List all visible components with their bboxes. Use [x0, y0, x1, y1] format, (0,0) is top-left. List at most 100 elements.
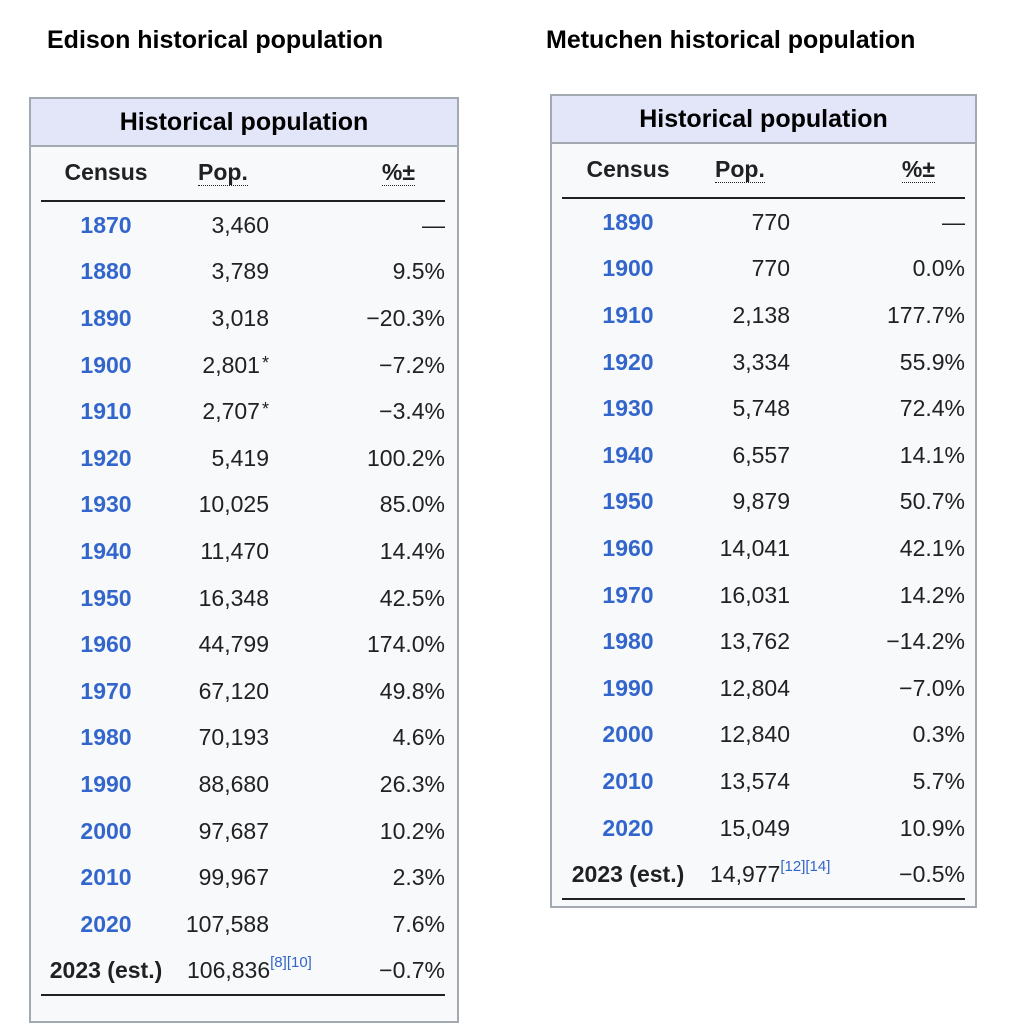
percent-change: 72.4% — [899, 395, 965, 422]
population-value: 2,801 * — [202, 351, 269, 378]
table-row: 2020 15,049 10.9% — [562, 805, 965, 852]
census-year-link[interactable]: 2000 — [80, 817, 132, 844]
population-value: 99,967 — [198, 864, 269, 891]
column-header-pct-change[interactable]: %± — [341, 145, 445, 202]
percent-change: 5.7% — [912, 767, 965, 794]
table-row: 2000 12,840 0.3% — [562, 712, 965, 759]
estimate-row: 2023 (est.) 14,977[12][14] −0.5% — [562, 851, 965, 900]
edison-table-body: 1870 3,460 — 1880 3,789 9.5% 1890 3,018 −20.3% 19… — [41, 202, 445, 997]
population-value: 3,334 — [732, 348, 790, 375]
census-year-link[interactable]: 1900 — [602, 255, 654, 282]
percent-change: 14.1% — [899, 441, 965, 468]
population-value: 67,120 — [198, 677, 269, 704]
percent-change: 0.0% — [912, 255, 965, 282]
table-row: 1920 5,419 100.2% — [41, 435, 445, 482]
percent-change: −7.0% — [899, 674, 965, 701]
population-value: 5,748 — [732, 395, 790, 422]
census-year-link[interactable]: 1910 — [602, 301, 654, 328]
table-row: 1930 5,748 72.4% — [562, 385, 965, 432]
percent-change: 14.2% — [899, 581, 965, 608]
percent-change: 14.4% — [379, 537, 445, 564]
table-row: 1970 67,120 49.8% — [41, 668, 445, 715]
census-year-link[interactable]: 1900 — [80, 351, 132, 378]
population-value: 97,687 — [198, 817, 269, 844]
census-year-link[interactable]: 1920 — [80, 444, 132, 471]
census-year-link[interactable]: 1960 — [602, 534, 654, 561]
census-year-link[interactable]: 1930 — [80, 491, 132, 518]
population-value: 14,041 — [719, 534, 790, 561]
census-year-link[interactable]: 1940 — [602, 441, 654, 468]
population-value: 3,789 — [211, 258, 269, 285]
column-header-pop[interactable]: Pop. — [171, 145, 341, 202]
table-row: 1920 3,334 55.9% — [562, 339, 965, 386]
column-header-census: Census — [562, 142, 694, 199]
table-row: 1940 6,557 14.1% — [562, 432, 965, 479]
percent-change: 10.2% — [379, 817, 445, 844]
percent-change: 49.8% — [379, 677, 445, 704]
percent-change: −0.7% — [341, 948, 445, 997]
table-row: 1980 13,762 −14.2% — [562, 618, 965, 665]
percent-change: 42.1% — [899, 534, 965, 561]
population-value: 12,804 — [719, 674, 790, 701]
population-value: 2,707 * — [202, 398, 269, 425]
percent-change: −20.3% — [366, 304, 445, 331]
estimate-row: 2023 (est.) 106,836[8][10] −0.7% — [41, 948, 445, 997]
census-year-link[interactable]: 1920 — [602, 348, 654, 375]
edison-population-box: Historical population Census Pop. %± 187… — [29, 97, 459, 1023]
census-year-link[interactable]: 1980 — [602, 628, 654, 655]
census-year-link[interactable]: 1910 — [80, 398, 132, 425]
census-year-link[interactable]: 1990 — [602, 674, 654, 701]
percent-change: 50.7% — [899, 488, 965, 515]
edison-box-title: Historical population — [31, 99, 457, 147]
population-value: 16,348 — [198, 584, 269, 611]
table-row: 1900 770 0.0% — [562, 246, 965, 293]
census-year-link[interactable]: 1950 — [80, 584, 132, 611]
table-row: 1900 2,801 * −7.2% — [41, 342, 445, 389]
table-row: 1890 770 — — [562, 199, 965, 246]
census-year-link[interactable]: 1890 — [80, 304, 132, 331]
table-row: 1990 12,804 −7.0% — [562, 665, 965, 712]
population-value: 44,799 — [198, 631, 269, 658]
census-year-link[interactable]: 1870 — [80, 211, 132, 238]
census-year-link[interactable]: 1940 — [80, 537, 132, 564]
census-year-link[interactable]: 2020 — [602, 814, 654, 841]
population-value: 12,840 — [719, 721, 790, 748]
reference-links[interactable]: [12][14] — [780, 858, 831, 876]
percent-change: 4.6% — [392, 724, 445, 751]
table-row: 1940 11,470 14.4% — [41, 528, 445, 575]
column-header-pct-change[interactable]: %± — [862, 142, 965, 199]
column-header-pop[interactable]: Pop. — [694, 142, 862, 199]
census-year-link[interactable]: 1960 — [80, 631, 132, 658]
table-row: 1870 3,460 — — [41, 202, 445, 249]
census-year-link[interactable]: 1970 — [602, 581, 654, 608]
population-value: 15,049 — [719, 814, 790, 841]
percent-change: — — [942, 208, 965, 235]
percent-change: −14.2% — [886, 628, 965, 655]
table-row: 1910 2,138 177.7% — [562, 292, 965, 339]
census-year-link[interactable]: 1880 — [80, 258, 132, 285]
percent-change: 85.0% — [379, 491, 445, 518]
census-year-link[interactable]: 1970 — [80, 677, 132, 704]
census-year-link[interactable]: 1950 — [602, 488, 654, 515]
census-year-link[interactable]: 1890 — [602, 208, 654, 235]
table-row: 1960 44,799 174.0% — [41, 621, 445, 668]
census-year-link[interactable]: 1930 — [602, 395, 654, 422]
census-year-link[interactable]: 1990 — [80, 770, 132, 797]
edison-panel-title: Edison historical population — [47, 26, 384, 54]
population-value: 14,977[12][14] — [694, 851, 862, 900]
census-year-link[interactable]: 1980 — [80, 724, 132, 751]
table-row: 1950 16,348 42.5% — [41, 575, 445, 622]
population-value: 9,879 — [732, 488, 790, 515]
edison-population-table: Census Pop. %± 1870 3,460—1880 3,789 9.5% 18… — [41, 145, 445, 997]
census-year-link[interactable]: 2010 — [602, 767, 654, 794]
estimate-year: 2023 (est.) — [41, 948, 171, 997]
percent-change: −7.2% — [379, 351, 445, 378]
percent-change: 55.9% — [899, 348, 965, 375]
reference-links[interactable]: [8][10] — [270, 954, 312, 972]
census-year-link[interactable]: 2010 — [80, 864, 132, 891]
census-year-link[interactable]: 2020 — [80, 910, 132, 937]
population-value: 88,680 — [198, 770, 269, 797]
percent-change: 42.5% — [379, 584, 445, 611]
table-row: 1950 9,879 50.7% — [562, 479, 965, 526]
census-year-link[interactable]: 2000 — [602, 721, 654, 748]
